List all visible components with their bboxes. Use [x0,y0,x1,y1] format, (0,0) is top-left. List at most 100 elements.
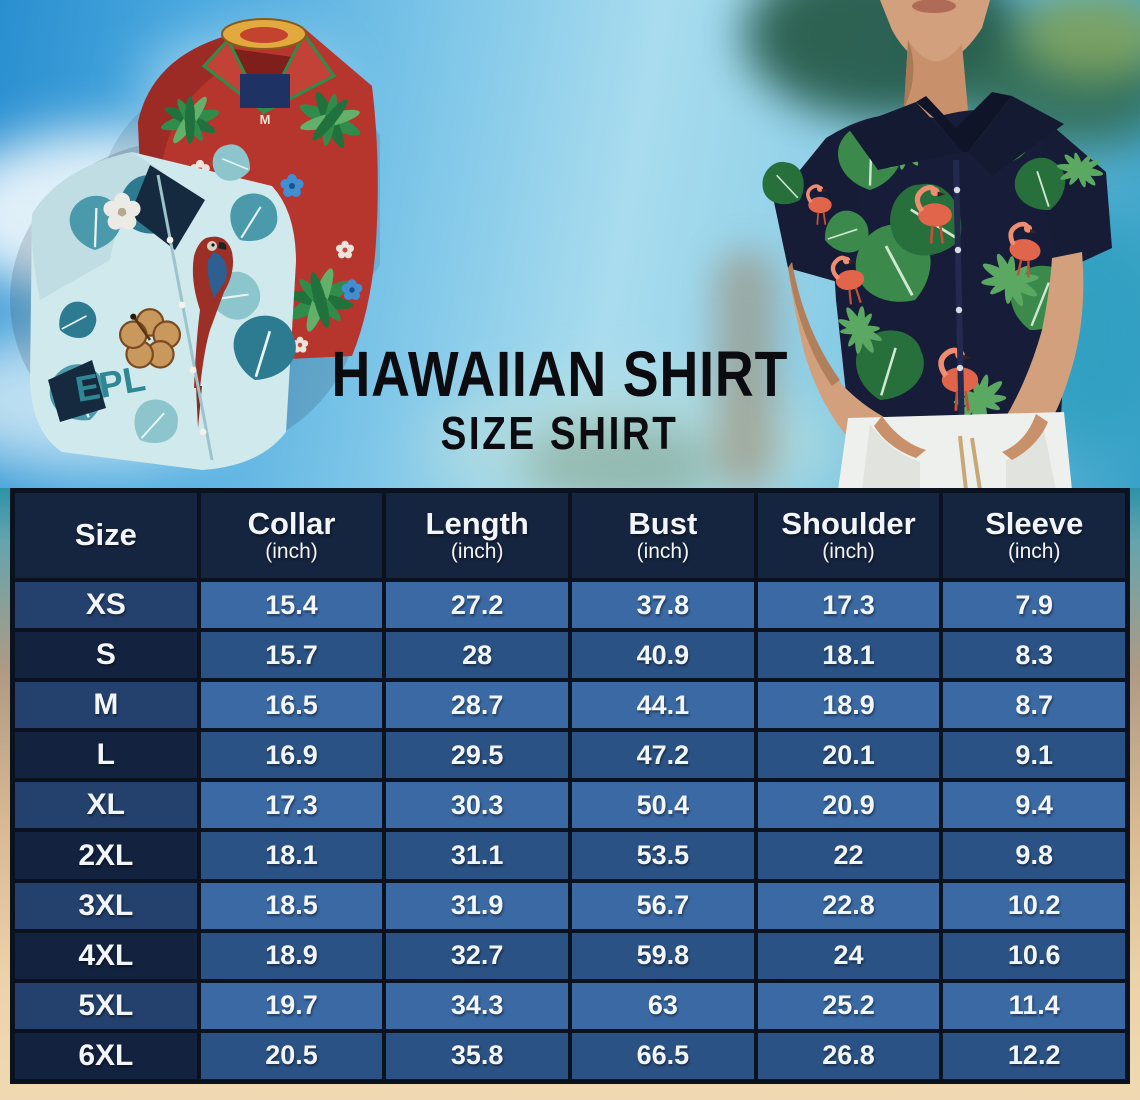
column-header-collar: Collar (inch) [198,491,385,580]
value-cell: 8.7 [941,680,1128,731]
size-cell: 2XL [13,830,199,881]
value-cell: 27.2 [384,580,571,631]
value-cell: 66.5 [570,1030,756,1081]
value-cell: 11.4 [941,980,1128,1031]
table-row-3xl: 3XL 18.5 31.9 56.7 22.8 10.2 [13,880,1128,931]
column-unit: (inch) [636,540,690,564]
hibiscus-flower [118,308,182,369]
model-photo [752,0,1112,488]
hero-section: M [0,0,1140,488]
model-shirt [752,91,1112,458]
value-cell: 22 [755,830,942,881]
value-cell: 28 [384,630,571,681]
value-cell: 22.8 [755,880,942,931]
page-subtitle: SIZE SHIRT [441,407,679,459]
table-row-xs: XS 15.4 27.2 37.8 17.3 7.9 [13,580,1128,631]
column-label: Shoulder [781,505,916,541]
value-cell: 34.3 [384,980,571,1031]
value-cell: 63 [570,980,756,1031]
value-cell: 10.2 [941,880,1128,931]
value-cell: 56.7 [570,880,756,931]
table-row-m: M 16.5 28.7 44.1 18.9 8.7 [13,680,1128,731]
hand-in-pocket [1002,414,1048,460]
value-cell: 20.1 [755,730,942,781]
size-cell: 6XL [13,1030,199,1081]
value-cell: 40.9 [570,630,756,681]
title-block: HAWAIIAN SHIRT SIZE SHIRT [300,342,820,456]
size-tag-text: M [260,112,271,127]
value-cell: 19.7 [198,980,385,1031]
value-cell: 59.8 [570,930,756,981]
value-cell: 20.9 [755,780,942,831]
size-cell: XL [13,780,199,831]
table-row-s: S 15.7 28 40.9 18.1 8.3 [13,630,1128,681]
column-unit: (inch) [450,540,504,564]
value-cell: 25.2 [755,980,942,1031]
palm-shadow-blur [520,420,720,488]
column-label: Bust [628,505,698,541]
folded-shirts-photo: M [10,18,380,470]
table-row-2xl: 2XL 18.1 31.1 53.5 22 9.8 [13,830,1128,881]
value-cell: 18.9 [755,680,942,731]
value-cell: 26.8 [755,1030,942,1081]
table-row-l: L 16.9 29.5 47.2 20.1 9.1 [13,730,1128,781]
model-pants [838,412,1072,488]
value-cell: 12.2 [941,1030,1128,1081]
value-cell: 17.3 [755,580,942,631]
size-cell: XS [13,580,199,631]
inner-neck-label [240,74,290,108]
size-cell: 5XL [13,980,199,1031]
size-cell: 4XL [13,930,199,981]
column-header-sleeve: Sleeve (inch) [941,491,1128,580]
value-cell: 20.5 [198,1030,385,1081]
value-cell: 53.5 [570,830,756,881]
background-haze [420,380,850,488]
value-cell: 16.5 [198,680,385,731]
column-label: Sleeve [985,505,1084,541]
value-cell: 18.1 [198,830,385,881]
column-label: Size [74,517,137,553]
value-cell: 15.4 [198,580,385,631]
column-header-shoulder: Shoulder (inch) [755,491,942,580]
value-cell: 47.2 [570,730,756,781]
hand-in-pocket [874,416,926,458]
value-cell: 9.1 [941,730,1128,781]
column-header-length: Length (inch) [384,491,571,580]
size-cell: S [13,630,199,681]
value-cell: 30.3 [384,780,571,831]
value-cell: 10.6 [941,930,1128,981]
size-cell: L [13,730,199,781]
column-unit: (inch) [265,540,318,564]
value-cell: 16.9 [198,730,385,781]
column-label: Length [425,505,529,541]
value-cell: 28.7 [384,680,571,731]
column-label: Collar [247,505,336,541]
table-row-5xl: 5XL 19.7 34.3 63 25.2 11.4 [13,980,1128,1031]
size-cell: M [13,680,199,731]
teal-hawaiian-shirt: EPL [30,138,305,470]
value-cell: 8.3 [941,630,1128,681]
value-cell: 32.7 [384,930,571,981]
value-cell: 31.1 [384,830,571,881]
value-cell: 29.5 [384,730,571,781]
column-header-size: Size [13,491,199,580]
drawstring [958,435,982,488]
value-cell: 50.4 [570,780,756,831]
table-row-6xl: 6XL 20.5 35.8 66.5 26.8 12.2 [13,1030,1128,1081]
size-table-section: Size Collar (inch) Length (inch) Bust (inch) Sh… [0,488,1140,1100]
value-cell: 44.1 [570,680,756,731]
value-cell: 18.1 [755,630,942,681]
table-header-row: Size Collar (inch) Length (inch) Bust (inch) Sh… [13,491,1128,580]
table-row-4xl: 4XL 18.9 32.7 59.8 24 10.6 [13,930,1128,981]
value-cell: 24 [755,930,942,981]
model-face [880,0,990,119]
value-cell: 31.9 [384,880,571,931]
size-cell: 3XL [13,880,199,931]
value-cell: 35.8 [384,1030,571,1081]
column-unit: (inch) [822,540,875,564]
page-title: HAWAIIAN SHIRT [331,338,789,410]
column-unit: (inch) [1007,540,1061,564]
size-table: Size Collar (inch) Length (inch) Bust (inch) Sh… [10,488,1130,1084]
table-row-xl: XL 17.3 30.3 50.4 20.9 9.4 [13,780,1128,831]
